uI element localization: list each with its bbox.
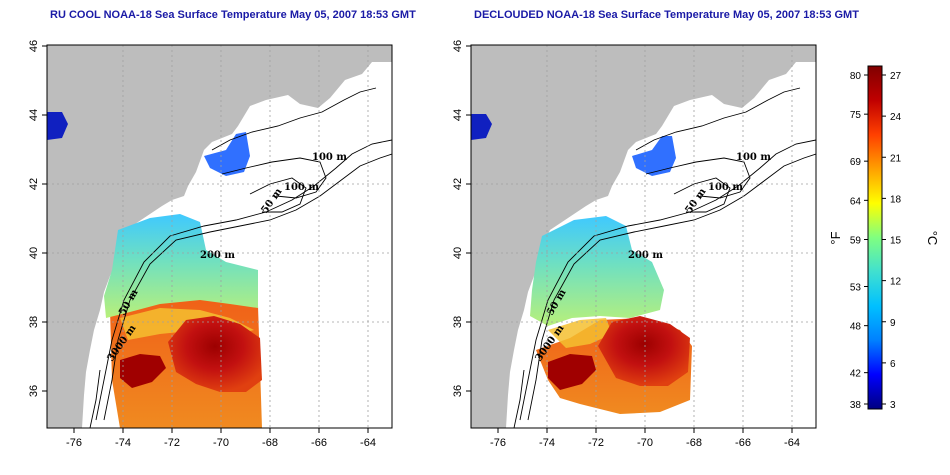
bathymetry-contours-left bbox=[89, 87, 392, 428]
y-tick-label: 38 bbox=[28, 316, 40, 328]
sst-gulf-maine-left bbox=[204, 132, 250, 176]
colorbar-f-tick-label: 64 bbox=[850, 196, 862, 207]
sst-fundy-left bbox=[47, 112, 68, 140]
colorbar-c-tick-label: 3 bbox=[890, 400, 896, 411]
x-tick-label: -76 bbox=[66, 437, 82, 449]
coast-land-right bbox=[471, 45, 816, 428]
colorbar-c-tick-label: 27 bbox=[890, 71, 902, 82]
x-tick-label: -70 bbox=[637, 437, 653, 449]
x-axis-right: -76 -74 -72 -70 -68 -66 -64 bbox=[490, 428, 800, 449]
x-tick-label: -70 bbox=[213, 437, 229, 449]
x-tick-label: -66 bbox=[311, 437, 327, 449]
x-tick-label: -72 bbox=[164, 437, 180, 449]
bathymetry-contours-right bbox=[513, 87, 816, 428]
grid-left bbox=[47, 45, 392, 428]
y-axis-left: 36 38 40 42 44 46 bbox=[28, 40, 47, 397]
y-tick-label: 44 bbox=[452, 109, 464, 121]
colorbar-celsius-ticks: 27 24 21 18 15 12 9 6 3 bbox=[882, 71, 902, 411]
colorbar-f-tick-label: 75 bbox=[850, 110, 862, 121]
y-tick-label: 46 bbox=[452, 40, 464, 52]
x-tick-label: -72 bbox=[588, 437, 604, 449]
colorbar-c-tick-label: 15 bbox=[890, 236, 902, 247]
y-tick-label: 42 bbox=[452, 178, 464, 190]
x-tick-label: -68 bbox=[686, 437, 702, 449]
colorbar-f-tick-label: 80 bbox=[850, 71, 862, 82]
colorbar-c-tick-label: 9 bbox=[890, 318, 896, 329]
colorbar-f-tick-label: 53 bbox=[850, 283, 862, 294]
x-tick-label: -64 bbox=[360, 437, 376, 449]
sst-warm-core-right bbox=[598, 316, 690, 386]
sst-warm-patch-left bbox=[120, 354, 166, 388]
unit-celsius: °C bbox=[925, 231, 940, 246]
x-tick-label: -64 bbox=[784, 437, 800, 449]
colorbar-f-tick-label: 38 bbox=[850, 400, 862, 411]
sst-gulf-maine-right bbox=[632, 136, 676, 176]
colorbar-c-tick-label: 18 bbox=[890, 194, 902, 205]
colorbar-fahrenheit-ticks: 80 75 69 64 59 53 48 42 38 bbox=[850, 71, 868, 411]
y-tick-label: 40 bbox=[28, 247, 40, 259]
contour-label-200m-left: 200 m bbox=[200, 250, 235, 261]
x-tick-label: -76 bbox=[490, 437, 506, 449]
left-map-title: RU COOL NOAA-18 Sea Surface Temperature … bbox=[50, 9, 416, 21]
contour-label-100m-a-right: 100 m bbox=[736, 152, 771, 163]
right-map-title: DECLOUDED NOAA-18 Sea Surface Temperatur… bbox=[474, 9, 859, 21]
contour-label-100m-b-right: 100 m bbox=[708, 182, 743, 193]
y-tick-label: 38 bbox=[452, 316, 464, 328]
colorbar: 80 75 69 64 59 53 48 42 38 27 24 21 18 15 12 9 6 3 °F °C bbox=[828, 65, 940, 411]
colorbar-c-tick-label: 21 bbox=[890, 153, 902, 164]
colorbar-c-tick-label: 24 bbox=[890, 112, 902, 123]
colorbar-f-tick-label: 42 bbox=[850, 369, 862, 380]
sst-shelf-cool-left bbox=[104, 214, 258, 318]
coast-land-left bbox=[47, 45, 392, 428]
sst-warm-patch-right bbox=[548, 354, 596, 390]
unit-fahrenheit: °F bbox=[828, 231, 843, 244]
x-axis-left: -76 -74 -72 -70 -68 -66 -64 bbox=[66, 428, 376, 449]
colorbar-c-tick-label: 6 bbox=[890, 359, 896, 370]
y-tick-label: 44 bbox=[28, 109, 40, 121]
colorbar-f-tick-label: 69 bbox=[850, 157, 862, 168]
colorbar-f-tick-label: 48 bbox=[850, 322, 862, 333]
y-tick-label: 40 bbox=[452, 247, 464, 259]
colorbar-c-tick-label: 12 bbox=[890, 277, 902, 288]
sst-shelf-cool-right bbox=[530, 216, 664, 326]
colorbar-f-tick-label: 59 bbox=[850, 236, 862, 247]
grid-right bbox=[471, 45, 816, 428]
left-map-panel: 100 m 100 m 50 m 200 m 50 m 3000 m -76 -7… bbox=[28, 40, 393, 449]
contour-label-100m-b-left: 100 m bbox=[284, 182, 319, 193]
contour-label-100m-a-left: 100 m bbox=[312, 152, 347, 163]
y-tick-label: 42 bbox=[28, 178, 40, 190]
y-tick-label: 36 bbox=[28, 385, 40, 397]
sst-warm-core-left bbox=[168, 316, 262, 392]
sst-fundy-right bbox=[471, 114, 492, 140]
colorbar-strip bbox=[867, 65, 883, 410]
x-tick-label: -66 bbox=[735, 437, 751, 449]
y-axis-right: 36 38 40 42 44 46 bbox=[452, 40, 471, 397]
x-tick-label: -74 bbox=[539, 437, 555, 449]
x-tick-label: -74 bbox=[115, 437, 131, 449]
x-tick-label: -68 bbox=[262, 437, 278, 449]
y-tick-label: 46 bbox=[28, 40, 40, 52]
y-tick-label: 36 bbox=[452, 385, 464, 397]
contour-label-200m-right: 200 m bbox=[628, 250, 663, 261]
right-map-panel: 100 m 100 m 50 m 200 m 50 m 3000 m -76 -7… bbox=[452, 40, 817, 449]
